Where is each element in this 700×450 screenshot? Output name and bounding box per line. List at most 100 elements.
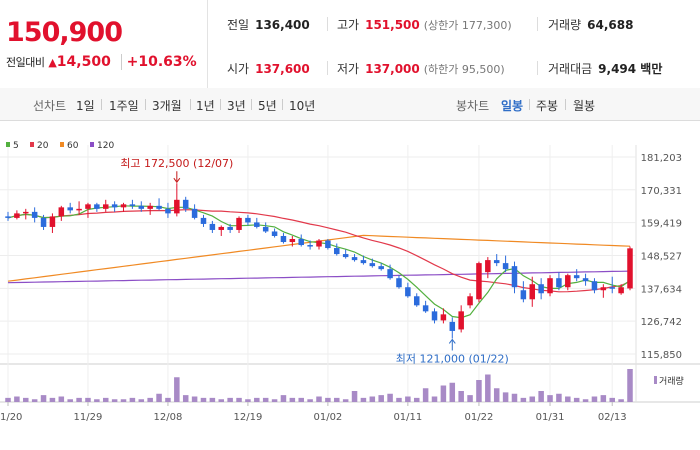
- monthly-candle-button[interactable]: 월봉: [573, 99, 596, 113]
- volume-bar: [467, 395, 473, 402]
- divider: [145, 99, 146, 110]
- x-tick-label: 12/08: [154, 412, 183, 423]
- volume-bar: [5, 397, 11, 402]
- candle-body: [165, 208, 171, 214]
- volume-bar: [378, 395, 384, 402]
- high-value: 151,500: [365, 18, 420, 32]
- period-10y-button[interactable]: 10년: [289, 99, 316, 113]
- volume-bar: [449, 382, 456, 402]
- volume-bar: [342, 399, 349, 402]
- divider: [190, 99, 191, 110]
- candle-body: [102, 204, 109, 209]
- volume-bar: [31, 399, 38, 402]
- candle-body: [254, 222, 260, 227]
- candle-body: [209, 223, 216, 230]
- period-1y-button[interactable]: 1년: [196, 99, 215, 113]
- period-3y-button[interactable]: 3년: [227, 99, 246, 113]
- candle-body: [289, 239, 296, 243]
- volume-bar: [396, 397, 402, 402]
- ma20-line: [7, 209, 631, 293]
- candle-body: [458, 311, 464, 330]
- legend-swatch: [30, 142, 34, 147]
- candle-body: [174, 199, 180, 214]
- candle-body: [5, 216, 11, 218]
- candle-body: [182, 199, 189, 209]
- candle-body: [618, 287, 624, 294]
- candle-body: [609, 287, 615, 289]
- upper-limit: (상한가 177,300): [423, 19, 512, 32]
- legend-label: 20: [37, 141, 49, 151]
- candle-body: [271, 231, 278, 236]
- candle-body: [360, 260, 367, 264]
- volume-bar: [440, 385, 447, 402]
- volume-bar: [209, 397, 216, 402]
- change-percent: +10.63%: [120, 54, 197, 70]
- divider: [220, 99, 221, 110]
- candle-body: [307, 245, 313, 247]
- candle-body: [94, 204, 100, 209]
- change-label: 전일대비: [6, 56, 45, 69]
- volume-bar: [227, 397, 233, 402]
- volume-bar: [200, 397, 207, 402]
- volume-bar: [298, 397, 304, 402]
- volume-bar: [120, 399, 127, 402]
- period-1d-button[interactable]: 1일: [76, 99, 95, 113]
- candle-body: [351, 257, 358, 261]
- y-tick-label: 137,634: [641, 284, 682, 295]
- legend-label: 5: [13, 141, 19, 151]
- candle-body: [120, 204, 127, 208]
- volume-bar: [147, 397, 153, 402]
- legend-swatch: [6, 142, 10, 147]
- volume-bar: [289, 397, 296, 402]
- volume-bar: [573, 397, 580, 402]
- candle-body: [476, 263, 482, 300]
- volume-bar: [138, 399, 145, 402]
- volume-bar: [502, 392, 509, 402]
- volume-bar: [111, 399, 118, 402]
- legend-swatch: [60, 142, 64, 147]
- volume-bar: [413, 397, 420, 402]
- volume-bar: [262, 397, 269, 402]
- period-5y-button[interactable]: 5년: [258, 99, 277, 113]
- candle-body: [236, 217, 242, 230]
- y-tick-label: 148,527: [641, 251, 682, 262]
- volume-bar: [520, 397, 527, 402]
- candle-body: [538, 284, 544, 294]
- trade-amount: 거래대금 9,494 백만: [548, 60, 662, 77]
- candle-body: [502, 263, 509, 270]
- candle-body: [67, 207, 73, 211]
- open-label: 시가: [227, 62, 250, 76]
- volume-bar: [485, 374, 491, 402]
- candle-body: [76, 208, 82, 211]
- candle-body: [582, 278, 589, 282]
- period-1w-button[interactable]: 1주일: [109, 99, 139, 113]
- candle-body: [369, 263, 376, 267]
- weekly-candle-button[interactable]: 주봉: [536, 99, 559, 113]
- volume-bar: [493, 388, 500, 402]
- daily-candle-button[interactable]: 일봉: [501, 99, 524, 113]
- candle-body: [49, 216, 56, 227]
- period-3m-button[interactable]: 3개월: [152, 99, 182, 113]
- divider: [327, 61, 328, 75]
- volume-bar: [591, 396, 598, 402]
- candle-body: [422, 305, 429, 312]
- candlestick-chart: 181,203 170,331 159,419 148,527 137,634 126,7…: [0, 141, 700, 423]
- y-tick-label: 181,203: [641, 153, 682, 164]
- legend-label: 120: [97, 141, 114, 151]
- volume-bar: [387, 393, 393, 402]
- volume-bar: [23, 397, 29, 402]
- candle-body: [405, 287, 411, 297]
- candle-body: [334, 248, 340, 255]
- candle-body: [573, 275, 580, 279]
- x-tick-label: 01/02: [313, 412, 342, 423]
- price-summary: 150,900 전일대비 ▲14,500 +10.63%: [0, 0, 208, 88]
- candle-body: [431, 311, 438, 321]
- volume-bar: [191, 396, 198, 402]
- candle-body: [85, 204, 91, 209]
- divider: [101, 99, 102, 110]
- change-value: 14,500: [56, 54, 111, 70]
- candle-body: [485, 260, 491, 273]
- volume-bar: [600, 395, 607, 402]
- prev-close: 전일 136,400: [227, 16, 310, 33]
- volume-bar: [67, 399, 73, 402]
